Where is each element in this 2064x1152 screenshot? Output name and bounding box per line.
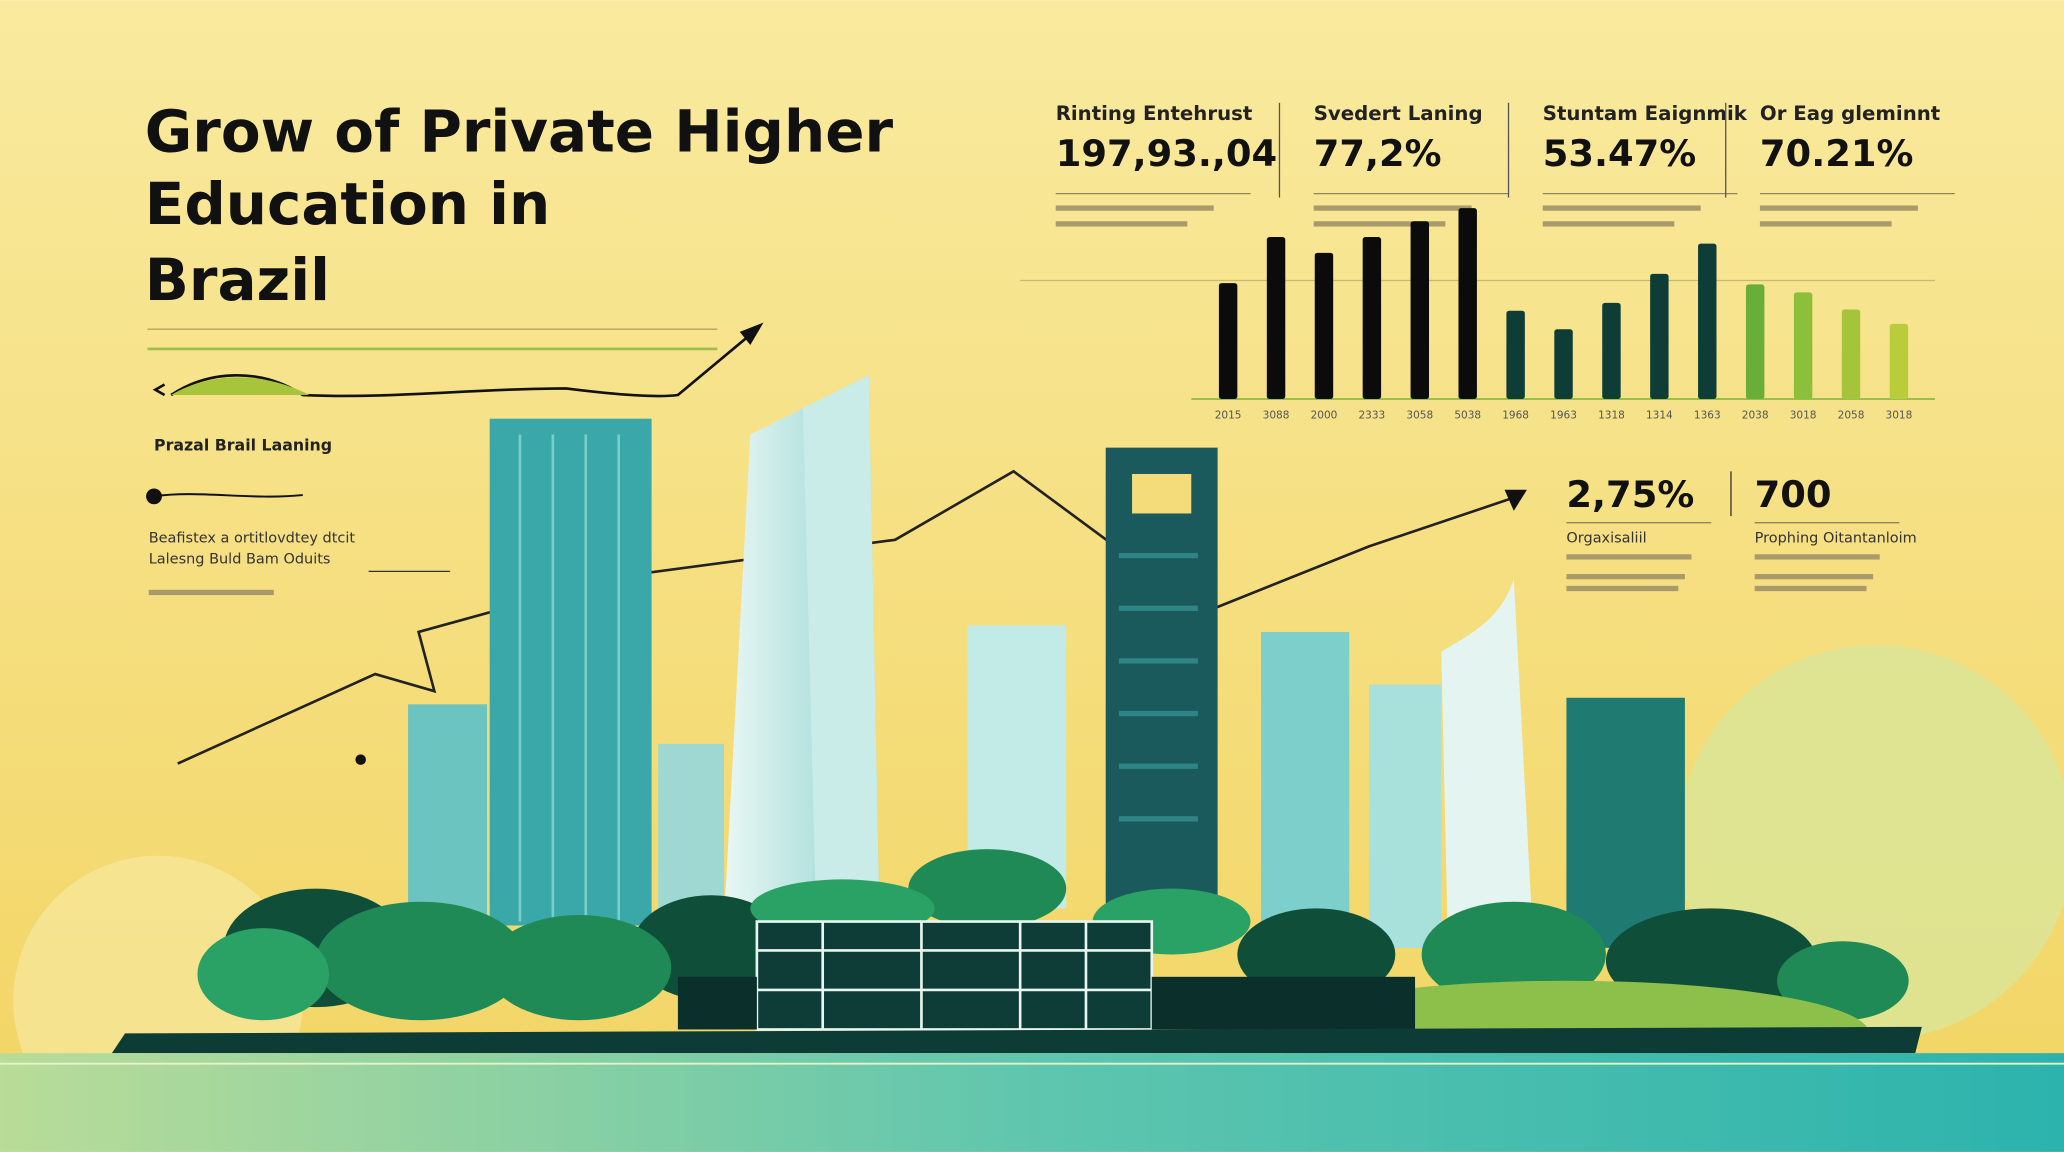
bar	[1650, 273, 1669, 399]
arrow-head	[1504, 489, 1527, 511]
bar	[1698, 243, 1717, 399]
dot	[355, 754, 366, 765]
bar	[1362, 237, 1382, 399]
stat-value: 70.21%	[1760, 132, 1913, 175]
side-heading: Prazal Brail Laaning	[154, 435, 332, 454]
filler-text	[1313, 205, 1472, 211]
x-tick-label: 3088	[1263, 410, 1290, 422]
stats-row: 2,75% Orgaxisaliil 700 Prophing Oitantanloi…	[1566, 471, 1917, 592]
stat-label: Svedert Laning	[1314, 102, 1483, 125]
line	[153, 493, 303, 498]
stat-value: 53.47%	[1543, 132, 1696, 175]
filler-text	[1566, 574, 1685, 580]
city	[111, 375, 1922, 1087]
stat-label: Rinting Entehrust	[1056, 102, 1253, 125]
wave	[171, 377, 310, 396]
stat-label: Orgaxisaliil	[1566, 530, 1646, 546]
stat-label: Prophing Oitantanloim	[1755, 530, 1917, 546]
trend-line	[152, 328, 758, 398]
filler-text	[1566, 554, 1692, 560]
bar	[1314, 252, 1334, 399]
filler-text	[1566, 585, 1679, 592]
filler-text	[1542, 205, 1701, 211]
x-tick-label: 2015	[1215, 410, 1242, 422]
bar	[1602, 302, 1621, 399]
stat-value: 700	[1755, 473, 1832, 516]
x-tick-label: 1963	[1550, 410, 1577, 422]
x-tick-label: 1363	[1694, 410, 1721, 422]
x-tick-label: 2000	[1311, 410, 1338, 422]
x-tick-label: 5038	[1454, 410, 1481, 422]
x-tick-label: 2333	[1358, 410, 1385, 422]
filler-text	[1055, 205, 1214, 211]
bar	[1841, 309, 1861, 399]
bar	[1218, 283, 1238, 399]
filler-text	[1055, 221, 1188, 227]
bar	[1745, 284, 1765, 399]
bar-chart: 2015 3088 2000 2333 3058 5038 1968 1963 1318 1314…	[1215, 208, 1913, 422]
water	[0, 1053, 2064, 1152]
x-tick-label: 1314	[1646, 410, 1673, 422]
bar	[1410, 221, 1430, 399]
x-tick-label: 3058	[1406, 410, 1433, 422]
x-tick-label: 3018	[1790, 410, 1817, 422]
x-tick-label: 1318	[1598, 410, 1625, 422]
filler-text	[1759, 205, 1918, 211]
filler-text	[1542, 221, 1675, 227]
title-line: Brazil	[145, 246, 330, 314]
filler-text	[1754, 574, 1874, 580]
stat-value: 197,93.,04	[1056, 132, 1277, 175]
arrow-head	[739, 322, 764, 345]
filler-text	[1313, 221, 1446, 227]
dot	[146, 488, 162, 505]
stat-label: Stuntam Eaignmik	[1543, 102, 1748, 125]
filler-text	[1759, 221, 1892, 227]
bar	[1266, 237, 1286, 399]
side-note: Lalesng Buld Bam Oduits	[149, 551, 331, 567]
bar	[1793, 292, 1813, 399]
filler-text	[148, 589, 274, 596]
stat-value: 2,75%	[1566, 473, 1694, 516]
bar	[1506, 310, 1525, 399]
x-tick-label: 1968	[1502, 410, 1529, 422]
filler-text	[1754, 585, 1867, 592]
x-tick-label: 3018	[1886, 410, 1913, 422]
bar	[1458, 208, 1477, 399]
bar	[1889, 323, 1909, 399]
x-tick-label: 2038	[1742, 410, 1769, 422]
x-tick-label: 2058	[1838, 410, 1865, 422]
side-note: Beafistex a ortitlovdtey dtcit	[149, 530, 356, 546]
stats-row: Rinting Entehrust 197,93.,04 Svedert Lanin…	[1055, 102, 1955, 227]
stat-label: Or Eag gleminnt	[1760, 102, 1940, 125]
bar	[1554, 329, 1573, 399]
title-line: Education in	[145, 170, 550, 238]
title-line: Grow of Private Higher	[145, 97, 894, 165]
filler-text	[1754, 554, 1880, 560]
stat-value: 77,2%	[1314, 132, 1442, 175]
